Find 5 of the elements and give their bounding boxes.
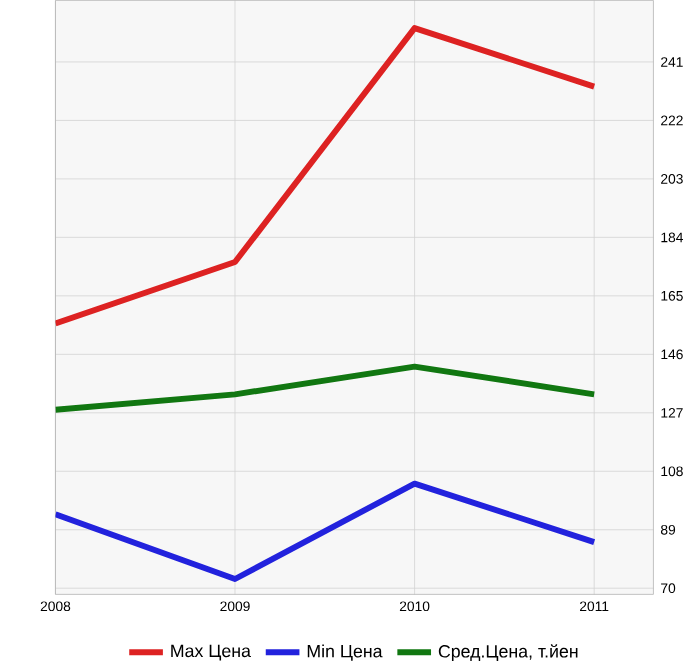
- line-series: [55, 25, 598, 327]
- line-series: [55, 480, 598, 582]
- legend-label: Сред.Цена, т.йен: [438, 644, 578, 661]
- legend-label: Min Цена: [307, 644, 383, 661]
- legend-label: Max Цена: [171, 644, 251, 661]
